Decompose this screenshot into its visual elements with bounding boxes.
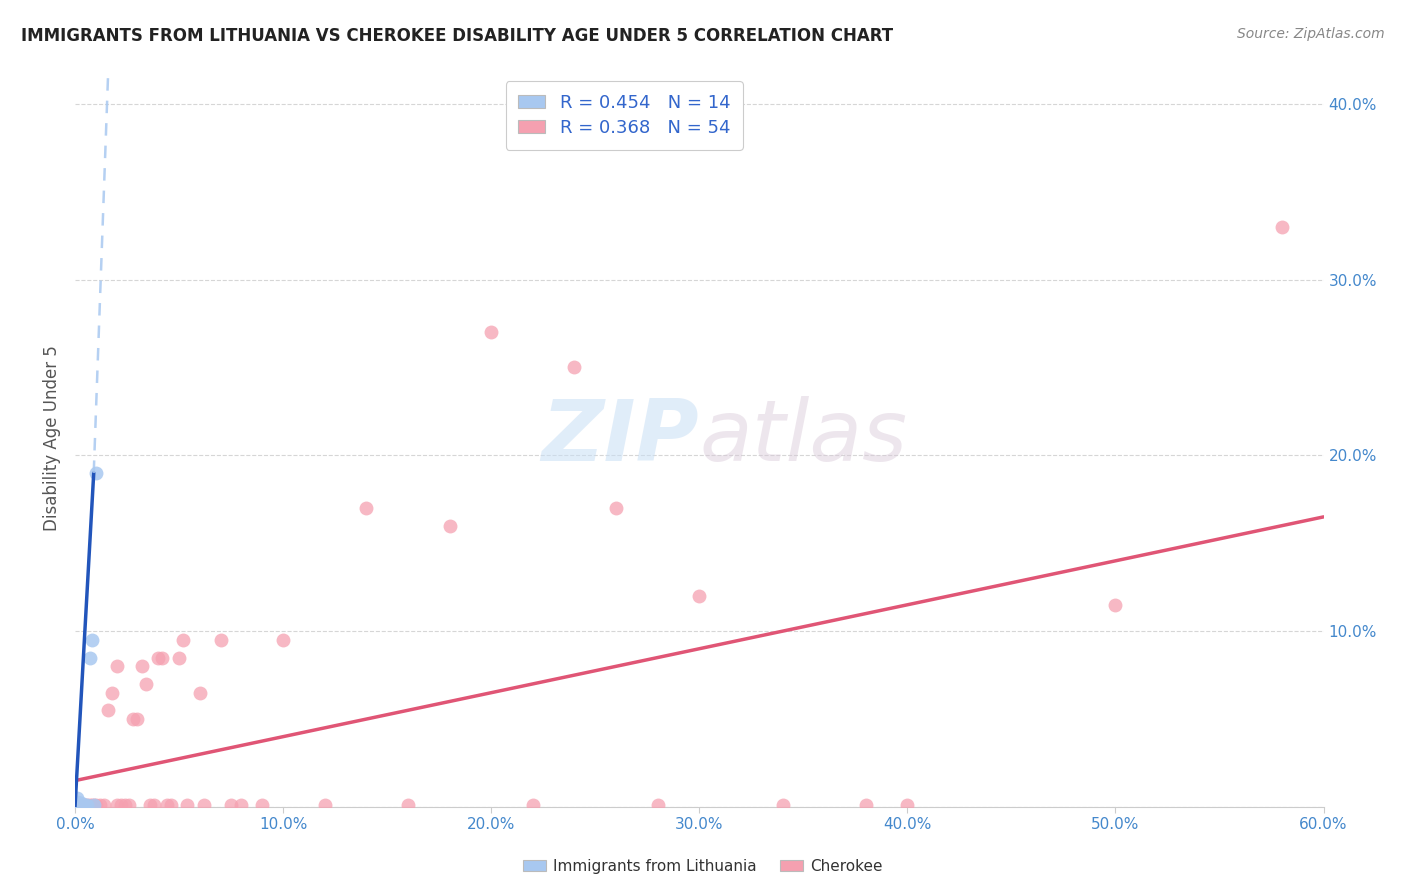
Point xyxy=(159,798,181,813)
Point xyxy=(66,798,89,813)
Point xyxy=(89,798,111,813)
Legend: Immigrants from Lithuania, Cherokee: Immigrants from Lithuania, Cherokee xyxy=(517,853,889,880)
Point xyxy=(143,798,166,813)
Point xyxy=(896,798,918,813)
Point xyxy=(105,798,128,813)
Point xyxy=(252,798,274,813)
Text: IMMIGRANTS FROM LITHUANIA VS CHEROKEE DISABILITY AGE UNDER 5 CORRELATION CHART: IMMIGRANTS FROM LITHUANIA VS CHEROKEE DI… xyxy=(21,27,893,45)
Point xyxy=(84,798,107,813)
Point xyxy=(176,798,198,813)
Point xyxy=(152,650,174,665)
Point xyxy=(67,797,90,811)
Point xyxy=(110,798,132,813)
Point xyxy=(72,798,94,813)
Point xyxy=(231,798,253,813)
Point xyxy=(66,791,89,805)
Point xyxy=(122,712,145,726)
Point xyxy=(67,798,90,813)
Point xyxy=(855,798,877,813)
Point xyxy=(79,798,101,813)
Point xyxy=(522,798,544,813)
Point xyxy=(79,650,101,665)
Point xyxy=(647,798,669,813)
Point xyxy=(209,632,232,647)
Point xyxy=(271,632,294,647)
Point xyxy=(118,798,141,813)
Point xyxy=(167,650,190,665)
Point xyxy=(479,325,502,339)
Point xyxy=(139,798,162,813)
Point xyxy=(75,798,97,813)
Point xyxy=(396,798,419,813)
Point xyxy=(127,712,149,726)
Point xyxy=(70,797,93,811)
Point xyxy=(188,686,211,700)
Point xyxy=(67,798,90,813)
Point xyxy=(70,798,93,813)
Text: ZIP: ZIP xyxy=(541,396,699,479)
Point xyxy=(66,795,89,809)
Point xyxy=(84,466,107,480)
Point xyxy=(219,798,242,813)
Point xyxy=(135,677,157,691)
Point xyxy=(439,518,461,533)
Point xyxy=(172,632,194,647)
Y-axis label: Disability Age Under 5: Disability Age Under 5 xyxy=(44,345,60,531)
Point xyxy=(75,798,97,813)
Point xyxy=(80,798,103,813)
Point xyxy=(605,501,627,516)
Point xyxy=(76,798,98,813)
Point xyxy=(72,798,94,813)
Point xyxy=(66,798,89,813)
Point xyxy=(155,798,177,813)
Point xyxy=(105,659,128,673)
Point xyxy=(314,798,336,813)
Point xyxy=(193,798,215,813)
Point xyxy=(97,703,120,717)
Point xyxy=(772,798,794,813)
Point xyxy=(83,798,105,813)
Point xyxy=(564,360,586,375)
Point xyxy=(80,632,103,647)
Point xyxy=(688,589,710,603)
Text: atlas: atlas xyxy=(699,396,907,479)
Point xyxy=(83,798,105,813)
Text: Source: ZipAtlas.com: Source: ZipAtlas.com xyxy=(1237,27,1385,41)
Point xyxy=(76,798,98,813)
Legend: R = 0.454   N = 14, R = 0.368   N = 54: R = 0.454 N = 14, R = 0.368 N = 54 xyxy=(506,81,744,150)
Point xyxy=(1104,598,1126,612)
Point xyxy=(1271,219,1294,234)
Point xyxy=(131,659,153,673)
Point xyxy=(148,650,170,665)
Point xyxy=(93,798,115,813)
Point xyxy=(70,798,93,813)
Point xyxy=(101,686,124,700)
Point xyxy=(356,501,378,516)
Point xyxy=(114,798,136,813)
